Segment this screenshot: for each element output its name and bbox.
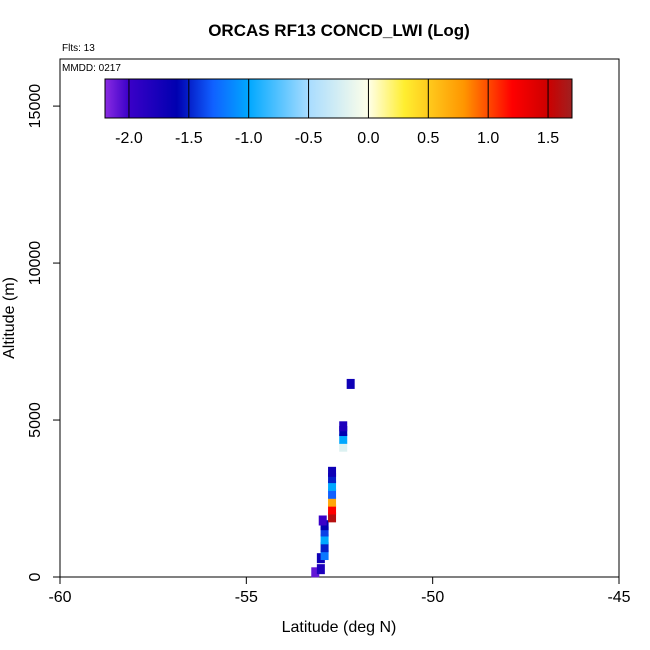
data-cell [328,466,337,477]
y-tick-label: 15000 [27,84,44,129]
date-annotation: MMDD: 0217 [62,63,121,74]
data-cell [316,564,325,575]
flights-annotation: Flts: 13 [62,43,95,54]
plot-frame [59,58,620,578]
x-tick-label: -60 [48,589,71,606]
data-cell [320,542,329,553]
data-cell [318,515,327,526]
data-cell [339,441,348,452]
data-cell [346,378,355,389]
x-tick-label: -55 [235,589,258,606]
data-cell [320,534,329,545]
data-cells [311,378,355,578]
colorbar-tick-label: -0.5 [295,130,323,147]
y-tick-label: 0 [27,572,44,581]
y-tick-label: 5000 [27,402,44,438]
data-cell [328,473,337,484]
colorbar-tick-label: -1.5 [175,130,203,147]
colorbar-tick-label: -1.0 [235,130,263,147]
colorbar-gradient [104,78,573,119]
colorbar-tick-label: 1.5 [537,130,559,147]
colorbar-tick-label: 1.0 [477,130,499,147]
data-cell [328,504,337,515]
y-tick-label: 10000 [27,241,44,286]
data-cell [328,480,337,491]
colorbar-tick-label: 0.0 [357,130,379,147]
data-cell [339,433,348,444]
data-cell [311,567,320,578]
colorbar-tick-label: 0.5 [417,130,439,147]
x-tick-label: -45 [607,589,630,606]
x-axis-label: Latitude (deg N) [282,619,397,636]
data-cell [320,550,329,561]
colorbar-tick-label: -2.0 [115,130,143,147]
y-axis-ticks: 0 5000 10000 15000 [27,84,60,581]
data-cell [339,421,348,432]
chart-title: ORCAS RF13 CONCD_LWI (Log) [208,21,470,40]
data-cell [328,496,337,507]
x-tick-label: -50 [421,589,444,606]
colorbar: -2.0 -1.5 -1.0 -0.5 0.0 0.5 1.0 1.5 [104,78,573,147]
data-cell [320,526,329,537]
data-cell [328,512,337,523]
x-axis-ticks: -60 -55 -50 -45 [48,577,631,606]
y-axis-label: Altitude (m) [1,277,18,359]
data-cell [328,488,337,499]
